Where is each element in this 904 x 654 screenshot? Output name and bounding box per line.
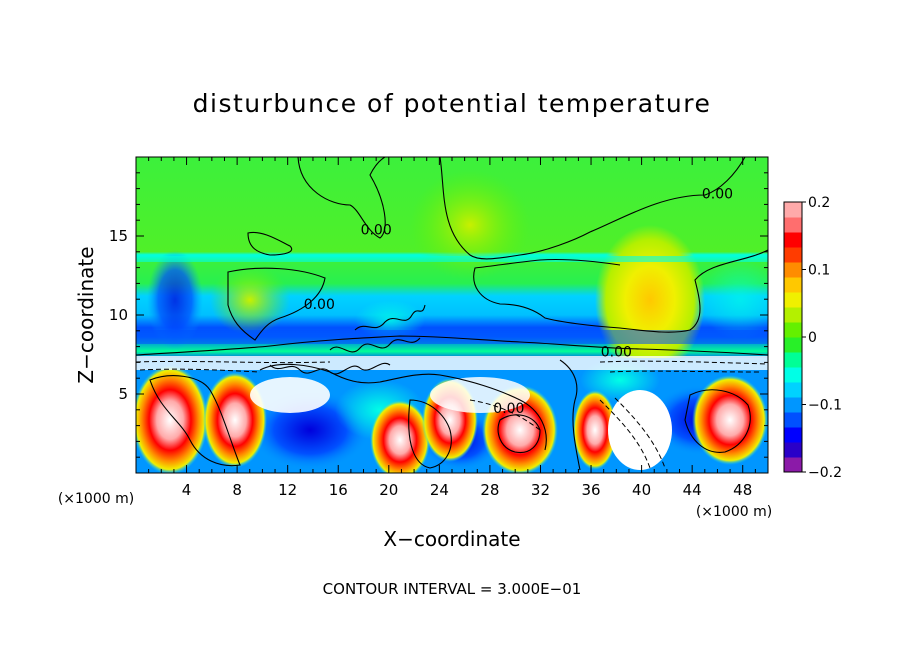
dashed-1 <box>136 360 331 364</box>
contour-upper-2 <box>439 157 746 260</box>
colorbar-swatch <box>784 382 802 398</box>
x-tick-label: 4 <box>182 481 192 499</box>
contour-turb-1 <box>269 362 391 375</box>
warm-anomaly-left <box>210 265 290 335</box>
colorbar-swatch <box>784 202 802 218</box>
colorbar-swatch <box>784 352 802 368</box>
contour-label: 0.00 <box>493 401 524 417</box>
thermal-10 <box>430 377 530 413</box>
x-tick-label: 48 <box>733 481 752 499</box>
blue-band <box>136 330 768 344</box>
thermal-7 <box>608 390 672 470</box>
y-tick-label: 10 <box>109 306 128 324</box>
colorbar-swatch <box>784 217 802 233</box>
contour-turb-3 <box>354 304 426 331</box>
colorbar-swatch <box>784 322 802 338</box>
contour-upper-5 <box>227 267 326 341</box>
x-tick-label: 8 <box>232 481 242 499</box>
contour-upper-3 <box>473 249 768 333</box>
x-tick-label: 20 <box>379 481 398 499</box>
colorbar-tick-label: −0.1 <box>808 398 842 414</box>
dashed-6 <box>139 368 261 373</box>
contour-lower-2 <box>259 363 547 451</box>
contour-lower-3 <box>408 399 452 469</box>
contour-label: 0.00 <box>304 297 335 313</box>
thermal-6 <box>573 390 617 470</box>
contour-lower-1 <box>149 375 241 467</box>
x-axis-units: (×1000 m) <box>696 504 772 520</box>
x-tick-label: 28 <box>480 481 499 499</box>
y-axis: 5 10 15 <box>109 172 768 458</box>
thermal-1 <box>136 365 208 473</box>
x-tick-label: 24 <box>430 481 449 499</box>
dashed-7 <box>469 399 541 431</box>
y-tick-label: 5 <box>118 385 128 403</box>
colorbar-swatch <box>784 262 802 278</box>
dashed-3 <box>609 370 761 373</box>
contour-label: 0.00 <box>361 223 392 239</box>
y-axis-title: Z−coordinate <box>74 246 98 383</box>
contour-labels: 0.00 0.00 0.00 0.00 0.00 <box>304 186 733 417</box>
contour-interval-note: CONTOUR INTERVAL = 3.000E−01 <box>323 580 582 598</box>
chart-title: disturbunce of potential temperature <box>193 89 712 118</box>
colorbar-swatch <box>784 457 802 473</box>
y-tick-label: 15 <box>109 227 128 245</box>
colorbar-swatch <box>784 397 802 413</box>
colorbar-tick-label: 0 <box>808 330 817 346</box>
contour-lines <box>136 157 768 471</box>
colorbar <box>784 202 802 473</box>
x-axis-title: X−coordinate <box>383 527 520 551</box>
x-axis: 4 8 12 16 20 24 28 32 36 40 44 48 <box>148 157 756 499</box>
colorbar-swatch <box>784 442 802 458</box>
contour-lower-6 <box>684 389 751 453</box>
colorbar-swatch <box>784 337 802 353</box>
thermal-3 <box>370 400 430 473</box>
x-tick-label: 12 <box>278 481 297 499</box>
cyan-band <box>136 256 768 262</box>
colorbar-swatch <box>784 277 802 293</box>
cool-anomaly-right <box>700 260 768 340</box>
colorbar-swatch <box>784 232 802 248</box>
colorbar-swatch <box>784 247 802 263</box>
colorbar-swatch <box>784 307 802 323</box>
contour-turb-2 <box>329 337 421 353</box>
contour-label: 0.00 <box>601 344 632 360</box>
colorbar-tick-label: 0.2 <box>808 195 830 211</box>
dashed-2 <box>599 360 768 365</box>
z-axis-units: (×1000 m) <box>58 491 134 507</box>
x-tick-label: 16 <box>329 481 348 499</box>
colorbar-swatch <box>784 427 802 443</box>
cool-anomaly-far-left <box>147 250 203 350</box>
colorbar-swatch <box>784 367 802 383</box>
inversion-white-band <box>136 356 768 370</box>
colorbar-ticks: 0.2 0.1 0 −0.1 −0.2 <box>802 195 842 481</box>
thermal-9 <box>250 377 330 413</box>
x-tick-label: 36 <box>581 481 600 499</box>
contour-upper-6 <box>136 335 768 356</box>
contour-dashed <box>136 360 768 469</box>
plot-area: 0.00 0.00 0.00 0.00 0.00 <box>136 157 768 473</box>
warm-anomaly-center <box>410 170 530 280</box>
colorbar-tick-label: 0.1 <box>808 263 830 279</box>
contour-upper-1 <box>297 157 386 239</box>
colorbar-swatch <box>784 412 802 428</box>
colorbar-swatch <box>784 292 802 308</box>
colorbar-tick-label: −0.2 <box>808 465 842 481</box>
thermal-8 <box>692 375 768 465</box>
dashed-4 <box>599 399 651 469</box>
contour-upper-4 <box>247 231 293 256</box>
dashed-5 <box>614 397 666 469</box>
x-tick-label: 44 <box>683 481 702 499</box>
x-tick-label: 32 <box>531 481 550 499</box>
contour-label: 0.00 <box>702 186 733 202</box>
contour-lower-5 <box>559 359 581 471</box>
contour-lower-4 <box>497 414 541 454</box>
x-tick-label: 40 <box>632 481 651 499</box>
